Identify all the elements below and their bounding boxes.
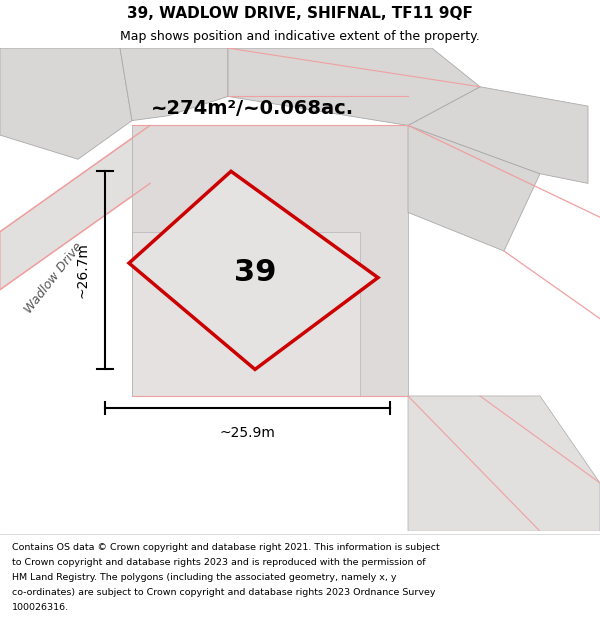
Text: 39: 39 [234, 258, 276, 288]
Text: Contains OS data © Crown copyright and database right 2021. This information is : Contains OS data © Crown copyright and d… [12, 542, 440, 551]
Polygon shape [0, 48, 132, 159]
Text: 100026316.: 100026316. [12, 603, 69, 612]
Text: co-ordinates) are subject to Crown copyright and database rights 2023 Ordnance S: co-ordinates) are subject to Crown copyr… [12, 588, 436, 597]
Text: HM Land Registry. The polygons (including the associated geometry, namely x, y: HM Land Registry. The polygons (includin… [12, 573, 397, 582]
Text: ~274m²/~0.068ac.: ~274m²/~0.068ac. [151, 99, 353, 118]
Polygon shape [228, 48, 480, 126]
Polygon shape [0, 126, 150, 290]
Text: ~26.7m: ~26.7m [76, 242, 90, 298]
Text: 39, WADLOW DRIVE, SHIFNAL, TF11 9QF: 39, WADLOW DRIVE, SHIFNAL, TF11 9QF [127, 6, 473, 21]
Text: Map shows position and indicative extent of the property.: Map shows position and indicative extent… [120, 29, 480, 42]
Polygon shape [132, 232, 360, 396]
Text: ~25.9m: ~25.9m [220, 426, 275, 441]
Polygon shape [129, 171, 378, 369]
Polygon shape [408, 87, 588, 183]
Polygon shape [132, 126, 408, 396]
Text: to Crown copyright and database rights 2023 and is reproduced with the permissio: to Crown copyright and database rights 2… [12, 558, 425, 567]
Text: Wadlow Drive: Wadlow Drive [22, 240, 86, 316]
Polygon shape [408, 396, 600, 531]
Polygon shape [408, 126, 540, 251]
Polygon shape [120, 48, 228, 121]
